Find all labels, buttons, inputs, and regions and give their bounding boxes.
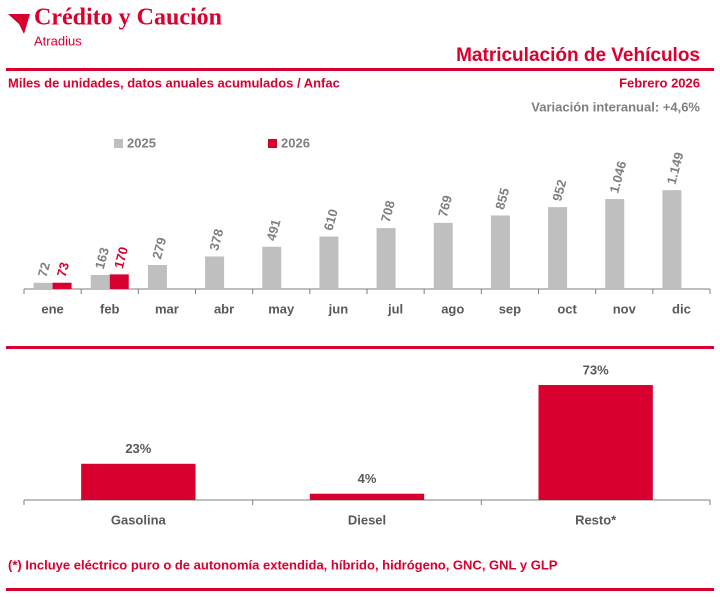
x-tick-label: may <box>268 301 295 316</box>
value-label: 23% <box>125 441 151 456</box>
bar <box>433 222 453 289</box>
x-tick-label: jul <box>387 301 403 316</box>
value-label: 855 <box>492 186 512 211</box>
legend-label: 2025 <box>127 135 156 150</box>
bar <box>52 282 72 289</box>
bar <box>662 190 682 289</box>
bar <box>605 199 625 289</box>
value-label: 491 <box>263 218 283 243</box>
x-tick-label: feb <box>100 301 120 316</box>
value-label: 279 <box>149 236 169 261</box>
x-tick-label: Resto* <box>575 512 617 527</box>
bar <box>319 236 339 289</box>
rule <box>6 346 714 349</box>
value-label: 72 <box>35 261 53 279</box>
value-label: 163 <box>92 246 112 271</box>
x-tick-label: mar <box>155 301 179 316</box>
x-tick-label: dic <box>672 301 691 316</box>
bar <box>109 274 129 289</box>
title: Matriculación de Vehículos <box>456 45 700 66</box>
x-tick-label: ene <box>41 301 63 316</box>
subtitle: Miles de unidades, datos anuales acumula… <box>8 75 340 90</box>
variation: Variación interanual: +4,6% <box>531 99 700 114</box>
legend-swatch <box>268 139 277 148</box>
rule <box>6 588 714 591</box>
value-label: 378 <box>206 227 226 252</box>
bar <box>81 463 196 500</box>
rule <box>6 68 714 71</box>
value-label: 1.149 <box>664 151 687 186</box>
bar <box>33 282 53 289</box>
footnote: (*) Incluye eléctrico puro o de autonomí… <box>8 557 558 572</box>
bar <box>376 228 396 289</box>
x-tick-label: oct <box>557 301 577 316</box>
x-tick-label: ago <box>441 301 464 316</box>
value-label: 769 <box>435 194 455 219</box>
x-tick-label: Gasolina <box>111 512 167 527</box>
value-label: 73% <box>583 362 609 377</box>
bar <box>262 246 282 289</box>
value-label: 4% <box>358 471 377 486</box>
x-tick-label: jun <box>328 301 349 316</box>
bar <box>538 385 653 500</box>
bar <box>548 207 568 289</box>
bar <box>147 265 167 289</box>
value-label: 610 <box>321 207 341 232</box>
bar <box>309 493 425 500</box>
bar <box>490 215 510 289</box>
date: Febrero 2026 <box>619 75 700 90</box>
value-label: 1.046 <box>606 159 629 194</box>
legend-label: 2026 <box>281 135 310 150</box>
x-tick-label: nov <box>613 301 637 316</box>
value-label: 170 <box>111 245 131 270</box>
brand-sub: Atradius <box>34 33 82 48</box>
x-tick-label: abr <box>214 301 234 316</box>
value-label: 952 <box>549 178 569 203</box>
brand: Crédito y Caución <box>34 5 222 31</box>
bar <box>90 274 110 289</box>
x-tick-label: sep <box>499 301 521 316</box>
bar <box>205 256 225 289</box>
legend-swatch <box>114 139 123 148</box>
value-label: 708 <box>378 199 398 224</box>
x-tick-label: Diesel <box>348 512 386 527</box>
value-label: 73 <box>54 261 72 279</box>
logo-icon <box>8 14 30 34</box>
